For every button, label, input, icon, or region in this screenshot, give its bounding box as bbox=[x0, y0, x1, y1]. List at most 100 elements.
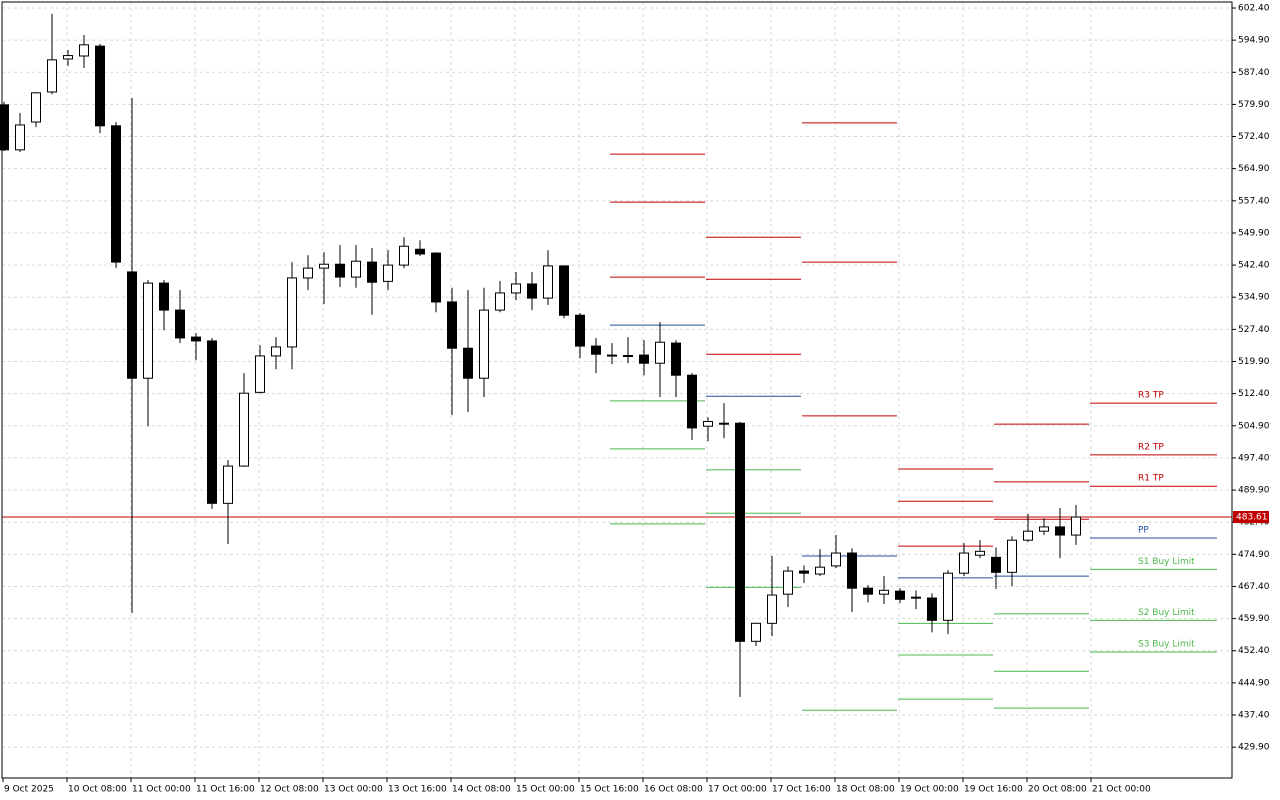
y-tick-label: 579.90 bbox=[1238, 100, 1270, 110]
candle-body bbox=[1023, 530, 1033, 541]
candle-body bbox=[143, 282, 153, 379]
y-tick-label: 534.90 bbox=[1238, 293, 1270, 303]
y-tick-label: 497.40 bbox=[1238, 453, 1270, 463]
y-tick-label: 459.90 bbox=[1238, 614, 1270, 624]
candle-body bbox=[719, 422, 729, 425]
candle-body bbox=[463, 347, 473, 379]
candle-body bbox=[1055, 526, 1065, 536]
candle-body bbox=[479, 309, 489, 379]
candle-body bbox=[431, 252, 441, 303]
y-tick-label: 474.90 bbox=[1238, 550, 1270, 560]
candle-body bbox=[543, 265, 553, 299]
y-tick-label: 489.90 bbox=[1238, 486, 1270, 496]
candle-body bbox=[639, 354, 649, 364]
current-price-box bbox=[1233, 511, 1269, 524]
x-tick-label: 11 Oct 16:00 bbox=[196, 785, 255, 795]
candle-body bbox=[991, 556, 1001, 573]
candle-body bbox=[63, 55, 73, 60]
x-tick-label: 15 Oct 16:00 bbox=[580, 785, 639, 795]
y-tick-label: 564.90 bbox=[1238, 164, 1270, 174]
candle-body bbox=[47, 59, 57, 93]
candle-body bbox=[703, 420, 713, 427]
x-tick-label: 10 Oct 08:00 bbox=[68, 785, 127, 795]
candle-body bbox=[31, 92, 41, 123]
y-tick-label: 557.40 bbox=[1238, 196, 1270, 206]
candle-body bbox=[847, 552, 857, 589]
y-tick-label: 467.40 bbox=[1238, 582, 1270, 592]
x-tick-label: 17 Oct 16:00 bbox=[772, 785, 831, 795]
candle-body bbox=[671, 342, 681, 376]
level-label: S3 Buy Limit bbox=[1138, 640, 1195, 650]
candle-body bbox=[943, 572, 953, 621]
candle-body bbox=[895, 590, 905, 600]
candle-body bbox=[111, 125, 121, 263]
candle-body bbox=[511, 283, 521, 294]
candle-body bbox=[911, 596, 921, 599]
x-tick-label: 16 Oct 08:00 bbox=[644, 785, 703, 795]
candle-body bbox=[287, 277, 297, 348]
candle-body bbox=[559, 265, 569, 316]
candle-body bbox=[79, 44, 89, 57]
candle-body bbox=[127, 271, 137, 379]
candle-body bbox=[191, 336, 201, 342]
x-tick-label: 9 Oct 2025 bbox=[4, 785, 54, 795]
x-tick-label: 11 Oct 00:00 bbox=[132, 785, 191, 795]
x-tick-label: 13 Oct 16:00 bbox=[388, 785, 447, 795]
candle-body bbox=[783, 570, 793, 595]
y-tick-label: 572.40 bbox=[1238, 132, 1270, 142]
candle-body bbox=[1039, 526, 1049, 532]
x-tick-label: 21 Oct 00:00 bbox=[1092, 785, 1151, 795]
candle-body bbox=[207, 340, 217, 504]
candle-body bbox=[735, 422, 745, 642]
axes: 602.40 594.90 587.40 579.90 572.40 564.90 557.… bbox=[2, 3, 1270, 795]
candle-body bbox=[95, 45, 105, 127]
x-tick-label: 19 Oct 00:00 bbox=[900, 785, 959, 795]
candle-body bbox=[447, 301, 457, 349]
candle-body bbox=[383, 264, 393, 282]
candle-body bbox=[687, 374, 697, 429]
y-tick-label: 437.40 bbox=[1238, 711, 1270, 721]
candle-body bbox=[575, 314, 585, 347]
candle-body bbox=[751, 622, 761, 642]
candle-body bbox=[799, 570, 809, 574]
candle-body bbox=[831, 552, 841, 567]
candle-body bbox=[863, 587, 873, 595]
candle-body bbox=[159, 282, 169, 311]
candle-body bbox=[239, 392, 249, 467]
level-label: S2 Buy Limit bbox=[1138, 608, 1195, 618]
y-tick-label: 429.90 bbox=[1238, 743, 1270, 753]
plot-frame bbox=[1, 1, 1233, 779]
candle-body bbox=[1071, 516, 1081, 536]
x-tick-label: 15 Oct 00:00 bbox=[516, 785, 575, 795]
x-tick-label: 18 Oct 08:00 bbox=[836, 785, 895, 795]
candle-body bbox=[1007, 539, 1017, 573]
candle-body bbox=[271, 346, 281, 357]
x-tick-label: 14 Oct 08:00 bbox=[452, 785, 511, 795]
x-tick-label: 17 Oct 00:00 bbox=[708, 785, 767, 795]
candle-body bbox=[399, 245, 409, 266]
x-tick-label: 13 Oct 00:00 bbox=[324, 785, 383, 795]
y-tick-label: 512.40 bbox=[1238, 389, 1270, 399]
level-label: R2 TP bbox=[1138, 442, 1164, 452]
candle-body bbox=[959, 552, 969, 574]
y-tick-label: 504.90 bbox=[1238, 421, 1270, 431]
candle-body bbox=[815, 566, 825, 575]
x-tick-label: 19 Oct 16:00 bbox=[964, 785, 1023, 795]
level-label: S1 Buy Limit bbox=[1138, 557, 1195, 567]
candle-body bbox=[335, 263, 345, 278]
y-tick-label: 549.90 bbox=[1238, 228, 1270, 238]
candle-body bbox=[415, 248, 425, 255]
candle-body bbox=[495, 292, 505, 311]
candles bbox=[0, 13, 1081, 698]
candle-body bbox=[975, 550, 985, 556]
candle-body bbox=[607, 354, 617, 357]
candle-body bbox=[223, 465, 233, 504]
candle-body bbox=[15, 124, 25, 151]
candle-body bbox=[527, 283, 537, 299]
y-tick-label: 587.40 bbox=[1238, 68, 1270, 78]
current-price-label: 483.61 bbox=[1236, 513, 1268, 523]
level-label: R1 TP bbox=[1138, 474, 1164, 484]
y-tick-label: 594.90 bbox=[1238, 36, 1270, 46]
candle-body bbox=[319, 263, 329, 269]
candle-body bbox=[767, 594, 777, 624]
